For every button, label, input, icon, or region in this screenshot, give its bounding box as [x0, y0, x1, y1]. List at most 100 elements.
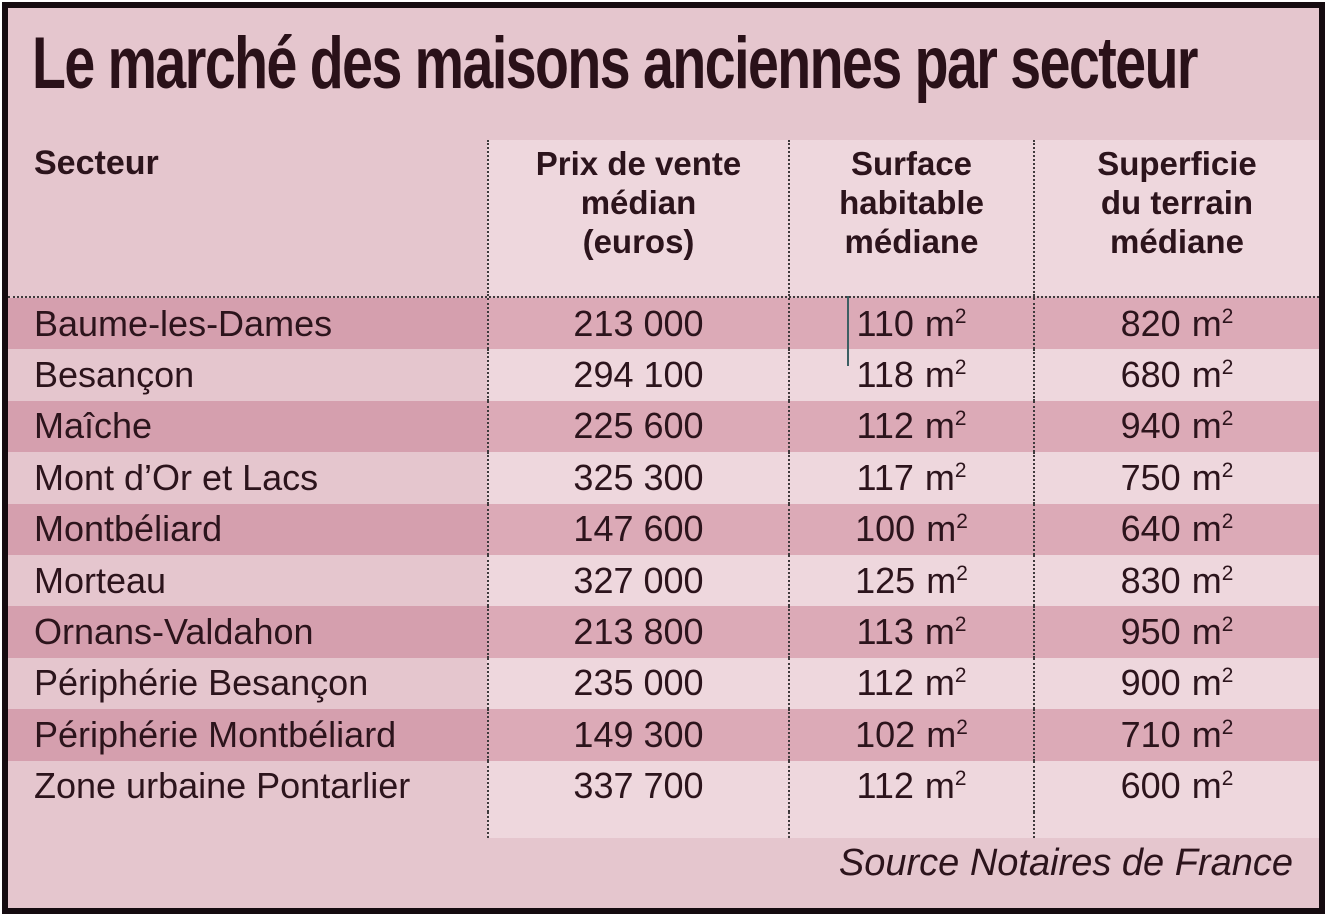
table-row: Maîche 225 600 112 m2 940 m2	[8, 400, 1319, 453]
terrain-value: 940	[1120, 405, 1181, 447]
surface-value: 125	[855, 559, 916, 601]
table-row: Périphérie Besançon 235 000 112 m2 900 m2	[8, 657, 1319, 710]
secteur-cell: Périphérie Montbéliard	[8, 709, 487, 761]
table-row: Mont d’Or et Lacs 325 300 117 m2 750 m2	[8, 452, 1319, 504]
terrain-value: 950	[1120, 611, 1181, 653]
unit-m2: m2	[926, 713, 968, 755]
unit-m2: m2	[1191, 405, 1234, 447]
unit-m2: m2	[926, 559, 968, 601]
terrain-cell: 600 m2	[1033, 760, 1319, 812]
secteur-cell: Morteau	[34, 559, 167, 601]
surface-cell: 125 m2	[788, 554, 1033, 607]
secteur-cell: Besançon	[34, 354, 195, 396]
terrain-value: 600	[1120, 765, 1181, 807]
unit-m2: m2	[924, 456, 967, 498]
table-header-row: Secteur Prix de vente médian (euros) Sur…	[8, 140, 1319, 298]
table-row: Ornans-Valdahon 213 800 113 m2 950 m2	[8, 606, 1319, 658]
terrain-value: 900	[1120, 662, 1181, 704]
surface-cell: 117 m2	[788, 452, 1033, 504]
prix-cell: 149 300	[487, 709, 788, 761]
prix-cell: 294 100	[487, 349, 788, 401]
terrain-value: 830	[1120, 559, 1181, 601]
unit-m2: m2	[1191, 302, 1234, 344]
secteur-cell: Zone urbaine Pontarlier	[34, 765, 411, 807]
surface-cell: 100 m2	[788, 503, 1033, 555]
surface-value: 112	[856, 662, 914, 704]
source-credit: Source Notaires de France	[838, 842, 1293, 884]
unit-m2: m2	[1191, 456, 1234, 498]
table-row: Périphérie Montbéliard 149 300 102 m2 710…	[8, 709, 1319, 761]
terrain-cell: 830 m2	[1033, 554, 1319, 607]
terrain-value: 640	[1120, 508, 1181, 550]
secteur-cell: Maîche	[8, 400, 487, 453]
table-footer-spacer	[8, 811, 1319, 838]
secteur-cell: Mont d’Or et Lacs	[34, 456, 319, 498]
terrain-value: 750	[1120, 456, 1181, 498]
surface-value: 100	[855, 508, 916, 550]
terrain-value: 820	[1120, 302, 1181, 344]
terrain-value: 710	[1120, 713, 1181, 755]
surface-cell: 113 m2	[788, 606, 1033, 658]
page-title: Le marché des maisons anciennes par sect…	[32, 23, 1199, 104]
header-prix: Prix de vente médian (euros)	[487, 140, 788, 296]
secteur-cell: Ornans-Valdahon	[8, 606, 487, 658]
terrain-cell: 640 m2	[1033, 503, 1319, 555]
terrain-cell: 940 m2	[1033, 400, 1319, 453]
table-row: Zone urbaine Pontarlier 337 700 112 m2 60…	[8, 760, 1319, 812]
terrain-cell: 750 m2	[1033, 452, 1319, 504]
title-wrap: Le marché des maisons anciennes par sect…	[32, 23, 1329, 104]
secteur-cell: Baume-les-Dames	[8, 298, 487, 350]
surface-value: 113	[856, 611, 914, 653]
terrain-cell: 900 m2	[1033, 657, 1319, 710]
prix-cell: 147 600	[487, 503, 788, 555]
unit-m2: m2	[1191, 508, 1234, 550]
unit-m2: m2	[924, 354, 967, 396]
unit-m2: m2	[924, 405, 967, 447]
header-secteur: Secteur	[34, 144, 159, 182]
unit-m2: m2	[1191, 713, 1234, 755]
terrain-value: 680	[1120, 354, 1181, 396]
unit-m2: m2	[1191, 611, 1234, 653]
header-terrain: Superficie du terrain médiane	[1033, 140, 1319, 296]
surface-value: 112	[856, 405, 914, 447]
table-row: Montbéliard 147 600 100 m2 640 m2	[8, 503, 1319, 555]
unit-m2: m2	[1191, 559, 1234, 601]
terrain-cell: 820 m2	[1033, 298, 1319, 350]
table-row: Baume-les-Dames 213 000 110 m2 820 m2	[8, 298, 1319, 350]
terrain-cell: 710 m2	[1033, 709, 1319, 761]
unit-m2: m2	[1191, 662, 1234, 704]
surface-value: 117	[856, 456, 914, 498]
table-row: Besançon 294 100 118 m2 680 m2	[8, 349, 1319, 401]
surface-cell: 112 m2	[788, 400, 1033, 453]
terrain-cell: 950 m2	[1033, 606, 1319, 658]
scan-artifact-line	[847, 296, 849, 366]
unit-m2: m2	[924, 765, 967, 807]
prix-cell: 213 800	[487, 606, 788, 658]
surface-cell: 102 m2	[788, 709, 1033, 761]
surface-cell: 112 m2	[788, 657, 1033, 710]
surface-cell: 110 m2	[788, 298, 1033, 350]
unit-m2: m2	[924, 302, 967, 344]
surface-value: 102	[855, 713, 916, 755]
surface-value: 118	[856, 354, 914, 396]
prix-cell: 213 000	[487, 298, 788, 350]
surface-value: 110	[856, 302, 914, 344]
unit-m2: m2	[1191, 354, 1234, 396]
surface-cell: 118 m2	[788, 349, 1033, 401]
terrain-cell: 680 m2	[1033, 349, 1319, 401]
prix-cell: 225 600	[487, 400, 788, 453]
data-table: Secteur Prix de vente médian (euros) Sur…	[8, 140, 1319, 838]
unit-m2: m2	[924, 611, 967, 653]
prix-cell: 325 300	[487, 452, 788, 504]
surface-value: 112	[856, 765, 914, 807]
secteur-cell: Périphérie Besançon	[34, 662, 369, 704]
unit-m2: m2	[924, 662, 967, 704]
prix-cell: 337 700	[487, 760, 788, 812]
prix-cell: 235 000	[487, 657, 788, 710]
unit-m2: m2	[1191, 765, 1234, 807]
table-row: Morteau 327 000 125 m2 830 m2	[8, 554, 1319, 607]
surface-cell: 112 m2	[788, 760, 1033, 812]
secteur-cell: Montbéliard	[8, 503, 487, 555]
